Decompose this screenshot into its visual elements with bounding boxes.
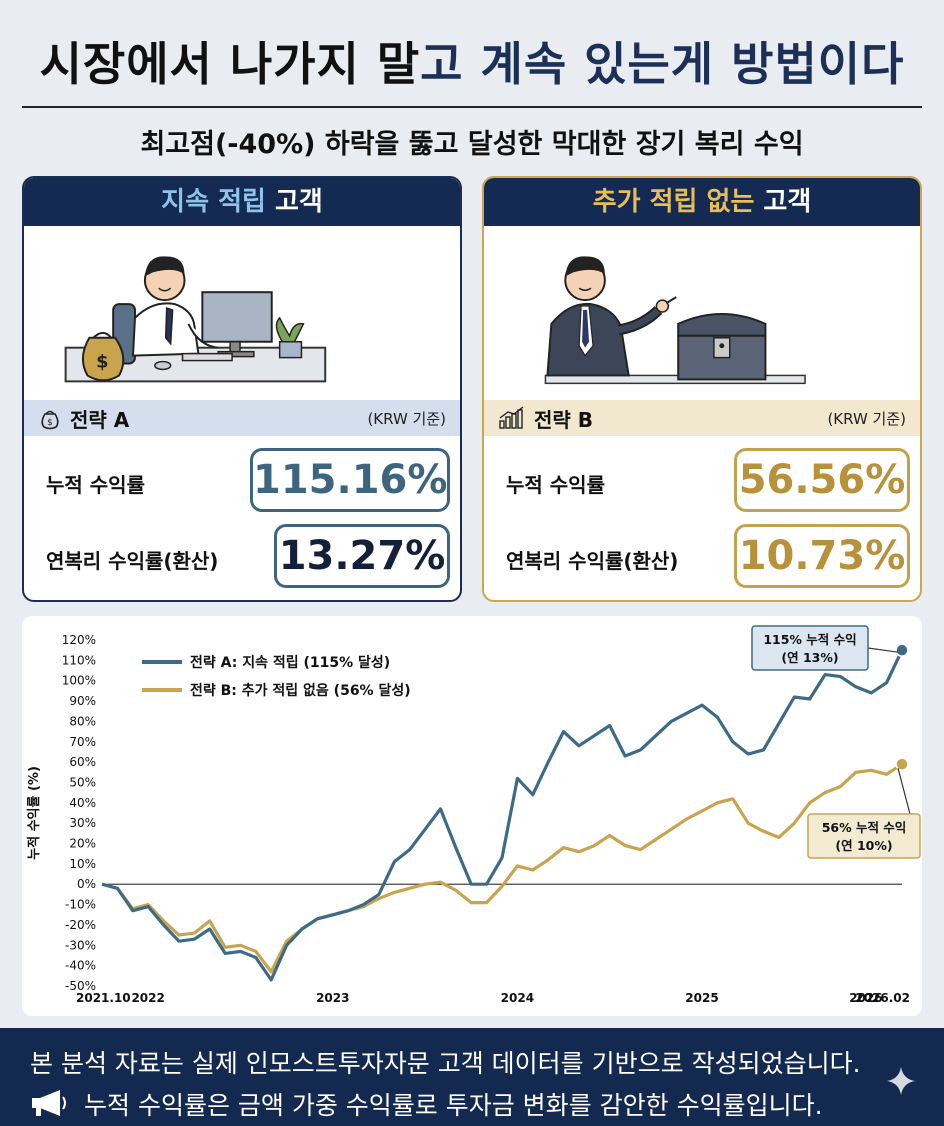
series-end-point-a	[895, 643, 909, 657]
strategy-a-strip: $ 전략 A (KRW 기준)	[24, 400, 460, 436]
y-tick-label: 30%	[69, 816, 96, 830]
title-divider	[22, 106, 922, 108]
strategy-a-label: 전략 A	[70, 407, 130, 432]
x-tick-label: 2026.02	[855, 991, 910, 1005]
callout-line2-a: (연 13%)	[781, 650, 838, 665]
y-tick-label: -40%	[65, 959, 96, 973]
x-tick-label: 2024	[501, 991, 534, 1005]
y-tick-label: 60%	[69, 755, 96, 769]
y-tick-label: 120%	[62, 633, 96, 647]
svg-text:$: $	[96, 352, 108, 373]
callout-leader-a	[867, 647, 899, 653]
strategy-a-title-rest: 고객	[265, 187, 323, 217]
strategy-b-title-rest: 고객	[754, 187, 812, 217]
money-bag-icon: $	[81, 331, 125, 382]
y-tick-label: 0%	[77, 877, 96, 891]
y-axis-label: 누적 수익률 (%)	[26, 766, 42, 860]
strategy-a-card-header: 지속 적립 고객	[24, 178, 460, 226]
series-end-point-b	[895, 757, 909, 771]
page-subtitle: 최고점(-40%) 하락을 뚫고 달성한 막대한 장기 복리 수익	[140, 129, 804, 160]
strategy-b-cumulative-label: 누적 수익률	[506, 473, 605, 497]
y-tick-label: 110%	[62, 653, 96, 667]
strategy-b-title-highlight: 추가 적립 없는	[592, 187, 755, 217]
footer-banner: 본 분석 자료는 실제 인모스트투자자문 고객 데이터를 기반으로 작성되었습니…	[0, 1028, 944, 1126]
strategy-a-cumulative-value: 115.16%	[250, 448, 450, 512]
callout-box-b	[807, 813, 921, 859]
y-tick-label: 100%	[62, 674, 96, 688]
y-tick-label: 40%	[69, 796, 96, 810]
strategy-b-cumulative-value: 56.56%	[734, 448, 910, 512]
strategy-b-card-header: 추가 적립 없는 고객	[484, 178, 920, 226]
strategy-a-cumulative-label: 누적 수익률	[46, 473, 145, 497]
footer-line-1: 본 분석 자료는 실제 인모스트투자자문 고객 데이터를 기반으로 작성되었습니…	[30, 1049, 861, 1078]
series-line-a	[101, 649, 904, 982]
x-tick-label: 2023	[316, 991, 349, 1005]
strategy-a-card: 지속 적립 고객 $ $	[22, 176, 462, 602]
x-tick-label: 2026	[849, 991, 882, 1005]
growth-chart-icon	[499, 406, 524, 429]
strategy-a-annual-label: 연복리 수익률(환산)	[46, 549, 219, 573]
y-tick-label: 70%	[69, 735, 96, 749]
investor-at-computer-illustration: $	[64, 256, 327, 383]
y-tick-label: 10%	[69, 857, 96, 871]
strategy-a-annual-value: 13.27%	[274, 524, 450, 588]
strategy-b-annual-value: 10.73%	[734, 524, 910, 588]
y-tick-label: 50%	[69, 775, 96, 789]
strategy-b-label: 전략 B	[534, 407, 594, 432]
x-tick-label: 2021.10	[76, 991, 131, 1005]
legend-label-b: 전략 B: 추가 적립 없음 (56% 달성)	[190, 682, 411, 699]
callout-line1-a: 115% 누적 수익	[763, 632, 856, 647]
cumulative-return-chart-panel: -50% -40% -30% -20% -10% 0% 10% 20% 30% 40% 50% 60%…	[22, 616, 922, 1016]
y-tick-label: -50%	[65, 979, 96, 993]
y-tick-label: 80%	[69, 714, 96, 728]
sparkle-icon	[887, 1067, 915, 1095]
money-bag-icon: $	[41, 410, 59, 430]
strategy-a-title-highlight: 지속 적립	[161, 187, 266, 217]
strategy-a-currency-note: (KRW 기준)	[367, 409, 446, 428]
callout-leader-b	[897, 768, 911, 815]
y-tick-label: -20%	[65, 918, 96, 932]
strategy-b-strip: 전략 B (KRW 기준)	[484, 400, 920, 436]
legend-label-a: 전략 A: 지속 적립 (115% 달성)	[190, 654, 390, 671]
y-tick-label: -30%	[65, 938, 96, 952]
investor-with-chest-illustration	[544, 256, 806, 385]
strategy-b-currency-note: (KRW 기준)	[827, 409, 906, 428]
title-part-1: 시장에서 나가지 말	[39, 37, 421, 91]
callout-box-a	[751, 625, 869, 671]
cumulative-return-chart: -50% -40% -30% -20% -10% 0% 10% 20% 30% 40% 50% 60%…	[26, 625, 921, 1005]
strategy-b-card: 추가 적립 없는 고객 전략 B (KRW 기준) 누적 수익률	[482, 176, 922, 602]
megaphone-icon	[32, 1090, 66, 1116]
y-tick-label: 90%	[69, 694, 96, 708]
series-line-b	[101, 762, 903, 974]
y-tick-label: 20%	[69, 837, 96, 851]
x-tick-label: 2025	[685, 991, 718, 1005]
y-tick-label: -10%	[65, 898, 96, 912]
title-part-2: 고 계속 있는게 방법이다	[420, 37, 905, 91]
svg-text:$: $	[47, 418, 53, 428]
x-tick-label: 2022	[131, 991, 164, 1005]
strategy-b-annual-label: 연복리 수익률(환산)	[506, 549, 679, 573]
callout-line2-b: (연 10%)	[835, 838, 892, 853]
page-title: 시장에서 나가지 말고 계속 있는게 방법이다	[0, 28, 944, 94]
callout-line1-b: 56% 누적 수익	[822, 820, 907, 835]
footer-line-2: 누적 수익률은 금액 가중 수익률로 투자금 변화를 감안한 수익률입니다.	[84, 1091, 823, 1120]
